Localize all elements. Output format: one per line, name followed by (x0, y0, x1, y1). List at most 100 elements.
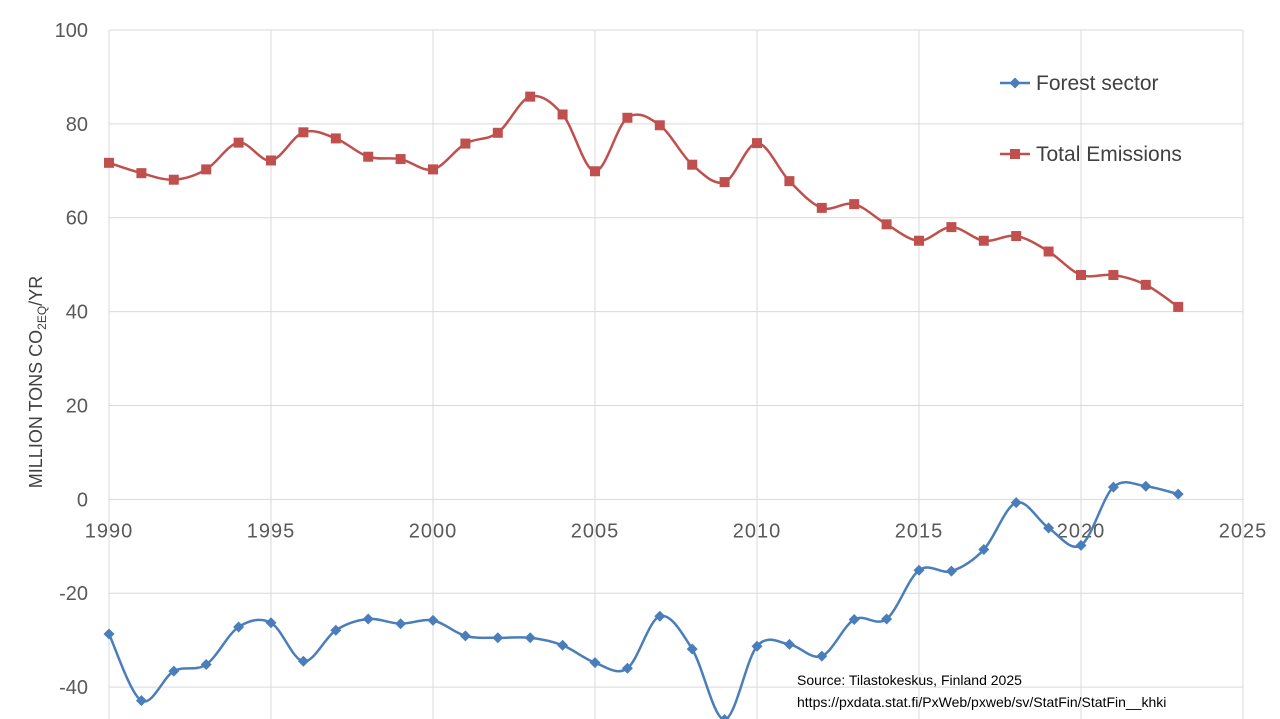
data-point-total-emissions (784, 176, 795, 187)
series-line-forest-sector (107, 480, 1179, 719)
data-point-total-emissions (1043, 246, 1054, 257)
data-point-forest-sector (945, 565, 957, 577)
y-tick-label: 40 (66, 302, 88, 324)
x-tick-label: 2010 (733, 520, 782, 542)
data-point-forest-sector (297, 655, 309, 667)
source-note: Source: Tilastokeskus, Finland 2025 (797, 672, 1022, 688)
legend-label-forest-sector: Forest sector (1036, 72, 1159, 95)
data-point-total-emissions (557, 109, 568, 120)
data-point-forest-sector (427, 614, 439, 626)
data-point-forest-sector (200, 659, 212, 671)
data-point-total-emissions (881, 219, 892, 230)
data-point-total-emissions (1076, 269, 1086, 280)
data-point-forest-sector (621, 662, 633, 674)
data-point-forest-sector (1075, 539, 1087, 551)
y-axis-label-main: MILLION TONS CO (26, 330, 46, 488)
data-point-forest-sector (459, 630, 471, 642)
data-point-total-emissions (104, 157, 114, 168)
data-point-total-emissions (914, 235, 924, 246)
x-tick-label: 2005 (571, 520, 620, 542)
series-line-total-emissions (108, 94, 1179, 308)
data-point-total-emissions (719, 177, 730, 188)
data-point-total-emissions (168, 174, 179, 185)
data-point-total-emissions (233, 137, 244, 148)
y-tick-label: 20 (66, 395, 88, 417)
y-tick-label: 60 (66, 208, 88, 230)
source-url: https://pxdata.stat.fi/PxWeb/pxweb/sv/St… (797, 694, 1166, 710)
data-point-total-emissions (525, 91, 536, 102)
data-point-total-emissions (654, 120, 665, 131)
data-point-forest-sector (654, 610, 666, 622)
data-point-forest-sector (913, 564, 925, 576)
data-point-forest-sector (524, 632, 536, 644)
data-point-total-emissions (363, 151, 374, 162)
data-point-forest-sector (589, 657, 601, 669)
data-point-forest-sector (1172, 488, 1184, 500)
legend-marker-total-emissions (1010, 149, 1020, 159)
data-point-forest-sector (1043, 522, 1055, 534)
data-point-total-emissions (816, 202, 827, 213)
y-axis-label-subscript: 2EQ (35, 306, 49, 330)
x-tick-label: 1995 (247, 520, 296, 542)
data-point-total-emissions (492, 127, 503, 138)
data-point-forest-sector (362, 613, 374, 625)
data-point-forest-sector (330, 624, 342, 636)
y-axis-label-suffix: /YR (26, 276, 46, 306)
data-point-forest-sector (395, 618, 407, 630)
data-point-total-emissions (266, 155, 276, 166)
data-point-forest-sector (233, 621, 245, 633)
data-point-total-emissions (978, 235, 989, 246)
data-point-total-emissions (395, 154, 406, 165)
legend: Forest sector Total Emissions (1000, 72, 1182, 166)
data-point-forest-sector (265, 617, 277, 629)
data-point-forest-sector (492, 632, 504, 644)
data-point-total-emissions (1108, 269, 1119, 280)
data-point-forest-sector (1140, 480, 1152, 492)
data-point-total-emissions (1140, 279, 1151, 290)
data-point-forest-sector (751, 640, 763, 652)
data-point-total-emissions (330, 133, 341, 144)
data-point-total-emissions (460, 138, 471, 149)
data-point-forest-sector (1010, 497, 1022, 509)
y-tick-label: -40 (59, 677, 88, 699)
legend-label-total-emissions: Total Emissions (1036, 143, 1182, 166)
data-point-forest-sector (103, 628, 115, 640)
y-tick-label: 0 (77, 489, 88, 511)
data-point-forest-sector (557, 639, 569, 651)
data-point-total-emissions (622, 112, 633, 123)
data-point-forest-sector (135, 695, 147, 707)
data-point-total-emissions (687, 159, 698, 170)
legend-marker-forest-sector (1009, 77, 1021, 89)
data-point-forest-sector (816, 650, 828, 662)
y-tick-label: 100 (55, 20, 88, 42)
x-tick-label: 2000 (409, 520, 458, 542)
series-forest-sector (103, 480, 1184, 719)
data-point-forest-sector (848, 613, 860, 625)
data-point-forest-sector (719, 713, 730, 719)
x-tick-label: 2025 (1219, 520, 1268, 542)
data-point-total-emissions (1011, 231, 1022, 242)
y-tick-label: -20 (59, 583, 88, 605)
data-point-forest-sector (783, 638, 795, 650)
y-tick-label: 80 (66, 114, 88, 136)
data-point-total-emissions (201, 164, 212, 175)
data-point-total-emissions (428, 164, 438, 175)
x-tick-label: 1990 (85, 520, 134, 542)
gridlines (108, 29, 1244, 719)
y-axis-label: MILLION TONS CO2EQ/YR (26, 276, 49, 488)
series-total-emissions (104, 91, 1184, 312)
data-point-total-emissions (1173, 301, 1184, 312)
x-tick-label: 2015 (895, 520, 944, 542)
series-layer (103, 91, 1184, 719)
y-axis-ticks: -40 -20 0 20 40 60 80 100 (55, 20, 88, 699)
data-point-forest-sector (686, 643, 698, 655)
data-point-total-emissions (298, 127, 309, 138)
x-tick-label: 2020 (1057, 520, 1106, 542)
data-point-total-emissions (946, 222, 957, 233)
data-point-forest-sector (881, 613, 893, 625)
data-point-total-emissions (849, 199, 860, 210)
data-point-total-emissions (136, 168, 147, 179)
data-point-total-emissions (590, 166, 600, 177)
